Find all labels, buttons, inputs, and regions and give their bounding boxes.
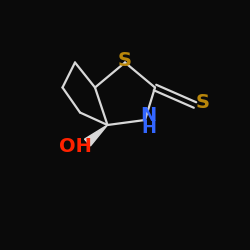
Text: N: N	[140, 106, 157, 125]
Text: S: S	[196, 93, 209, 112]
Text: S: S	[118, 50, 132, 70]
Polygon shape	[84, 125, 108, 146]
Text: H: H	[141, 119, 156, 137]
Text: OH: OH	[58, 137, 92, 156]
